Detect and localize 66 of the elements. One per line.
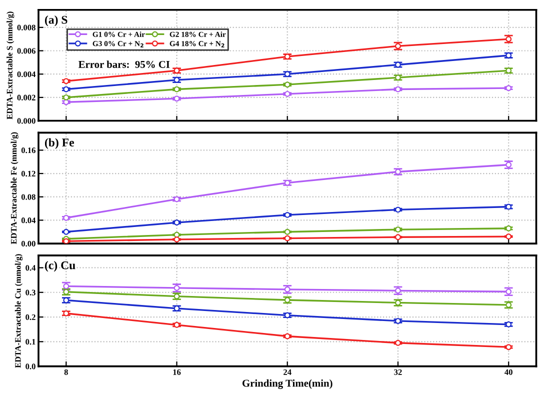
chart-title: (b) Fe [44, 138, 74, 149]
point [63, 86, 70, 92]
point [506, 321, 512, 328]
point [174, 284, 180, 291]
point [506, 225, 512, 232]
point [506, 36, 512, 42]
y-tick-label: 0.16 [21, 148, 36, 154]
y-axis-title: EDTA-Extractable S (mmol/g) [6, 12, 14, 120]
point [284, 71, 290, 78]
point [506, 344, 512, 350]
point [63, 94, 70, 100]
point [174, 96, 180, 102]
y-tick-label: 0.000 [17, 118, 36, 124]
y-tick-label: 0.00 [21, 240, 36, 247]
x-tick-label: 16 [173, 369, 181, 375]
x-tick-label: 24 [284, 369, 292, 375]
point [63, 288, 70, 295]
point [284, 312, 290, 318]
point [63, 78, 70, 84]
y-tick-label: 0.008 [17, 24, 36, 30]
point [506, 162, 512, 168]
y-tick-label: 0.002 [17, 94, 36, 100]
x-tick-label: 40 [504, 369, 512, 375]
point [174, 86, 180, 92]
y-tick-label: 0.006 [17, 48, 36, 54]
chart-title: (c) Cu [44, 260, 76, 272]
y-axis-title: EDTA-Extractable Cu (mmol/g) [14, 254, 23, 368]
point [63, 214, 70, 221]
point [174, 196, 180, 202]
point [63, 310, 70, 316]
point [284, 228, 290, 235]
point [284, 333, 290, 340]
point [174, 322, 180, 328]
chart-title: (a) S [44, 15, 68, 26]
point [63, 228, 70, 235]
point [63, 297, 70, 304]
y-tick-label: 0.08 [21, 194, 36, 200]
point [174, 68, 180, 74]
y-axis-title: EDTA-Extractable Fe (mmol/g) [10, 132, 18, 244]
x-axis-title: Grinding Time(min) [242, 379, 332, 389]
y-tick-label: 0.1 [26, 339, 36, 345]
point [284, 180, 290, 186]
point [63, 238, 70, 244]
point [395, 234, 401, 240]
y-tick-label: 0.12 [21, 170, 36, 177]
y-tick-label: 0.0 [26, 364, 36, 370]
x-tick-label: 32 [394, 369, 402, 375]
y-tick-label: 0.2 [26, 314, 36, 320]
y-tick-label: 0.04 [21, 218, 36, 224]
y-tick-label: 0.004 [17, 71, 36, 78]
point [506, 85, 512, 92]
point [174, 232, 180, 238]
point [506, 204, 512, 210]
point [174, 220, 180, 226]
point [506, 234, 512, 240]
point [284, 286, 290, 292]
point [63, 283, 70, 290]
point [284, 235, 290, 242]
annotation: Error bars: 95% CI [78, 60, 170, 68]
point [506, 68, 512, 74]
point [63, 99, 70, 106]
point [506, 288, 512, 295]
point [174, 236, 180, 242]
y-tick-label: 0.3 [26, 290, 36, 296]
y-tick-label: 0.4 [26, 265, 36, 271]
x-tick-label: 8 [64, 369, 68, 375]
